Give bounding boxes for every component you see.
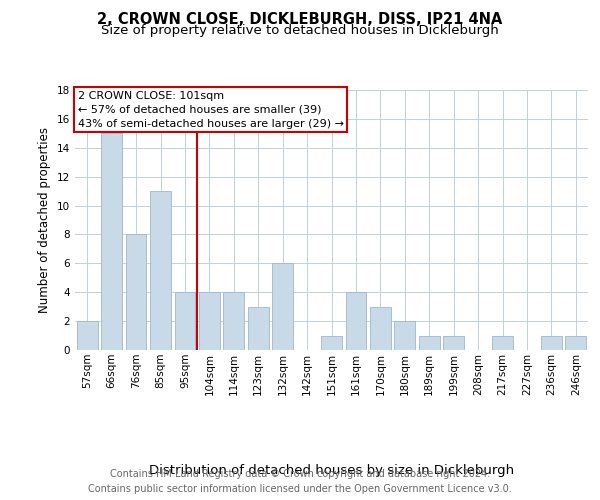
X-axis label: Distribution of detached houses by size in Dickleburgh: Distribution of detached houses by size … — [149, 464, 514, 477]
Bar — [346, 292, 367, 350]
Bar — [321, 336, 342, 350]
Bar — [248, 306, 269, 350]
Bar — [150, 191, 171, 350]
Bar — [175, 292, 196, 350]
Bar — [565, 336, 586, 350]
Text: 2, CROWN CLOSE, DICKLEBURGH, DISS, IP21 4NA: 2, CROWN CLOSE, DICKLEBURGH, DISS, IP21 … — [97, 12, 503, 28]
Bar — [199, 292, 220, 350]
Text: 2 CROWN CLOSE: 101sqm
← 57% of detached houses are smaller (39)
43% of semi-deta: 2 CROWN CLOSE: 101sqm ← 57% of detached … — [77, 90, 344, 128]
Y-axis label: Number of detached properties: Number of detached properties — [38, 127, 52, 313]
Bar — [394, 321, 415, 350]
Bar — [223, 292, 244, 350]
Bar — [77, 321, 98, 350]
Text: Size of property relative to detached houses in Dickleburgh: Size of property relative to detached ho… — [101, 24, 499, 37]
Bar — [541, 336, 562, 350]
Bar — [443, 336, 464, 350]
Bar — [101, 134, 122, 350]
Bar — [419, 336, 440, 350]
Bar — [492, 336, 513, 350]
Bar — [370, 306, 391, 350]
Text: Contains HM Land Registry data © Crown copyright and database right 2024.
Contai: Contains HM Land Registry data © Crown c… — [88, 468, 512, 493]
Bar — [272, 264, 293, 350]
Bar — [125, 234, 146, 350]
